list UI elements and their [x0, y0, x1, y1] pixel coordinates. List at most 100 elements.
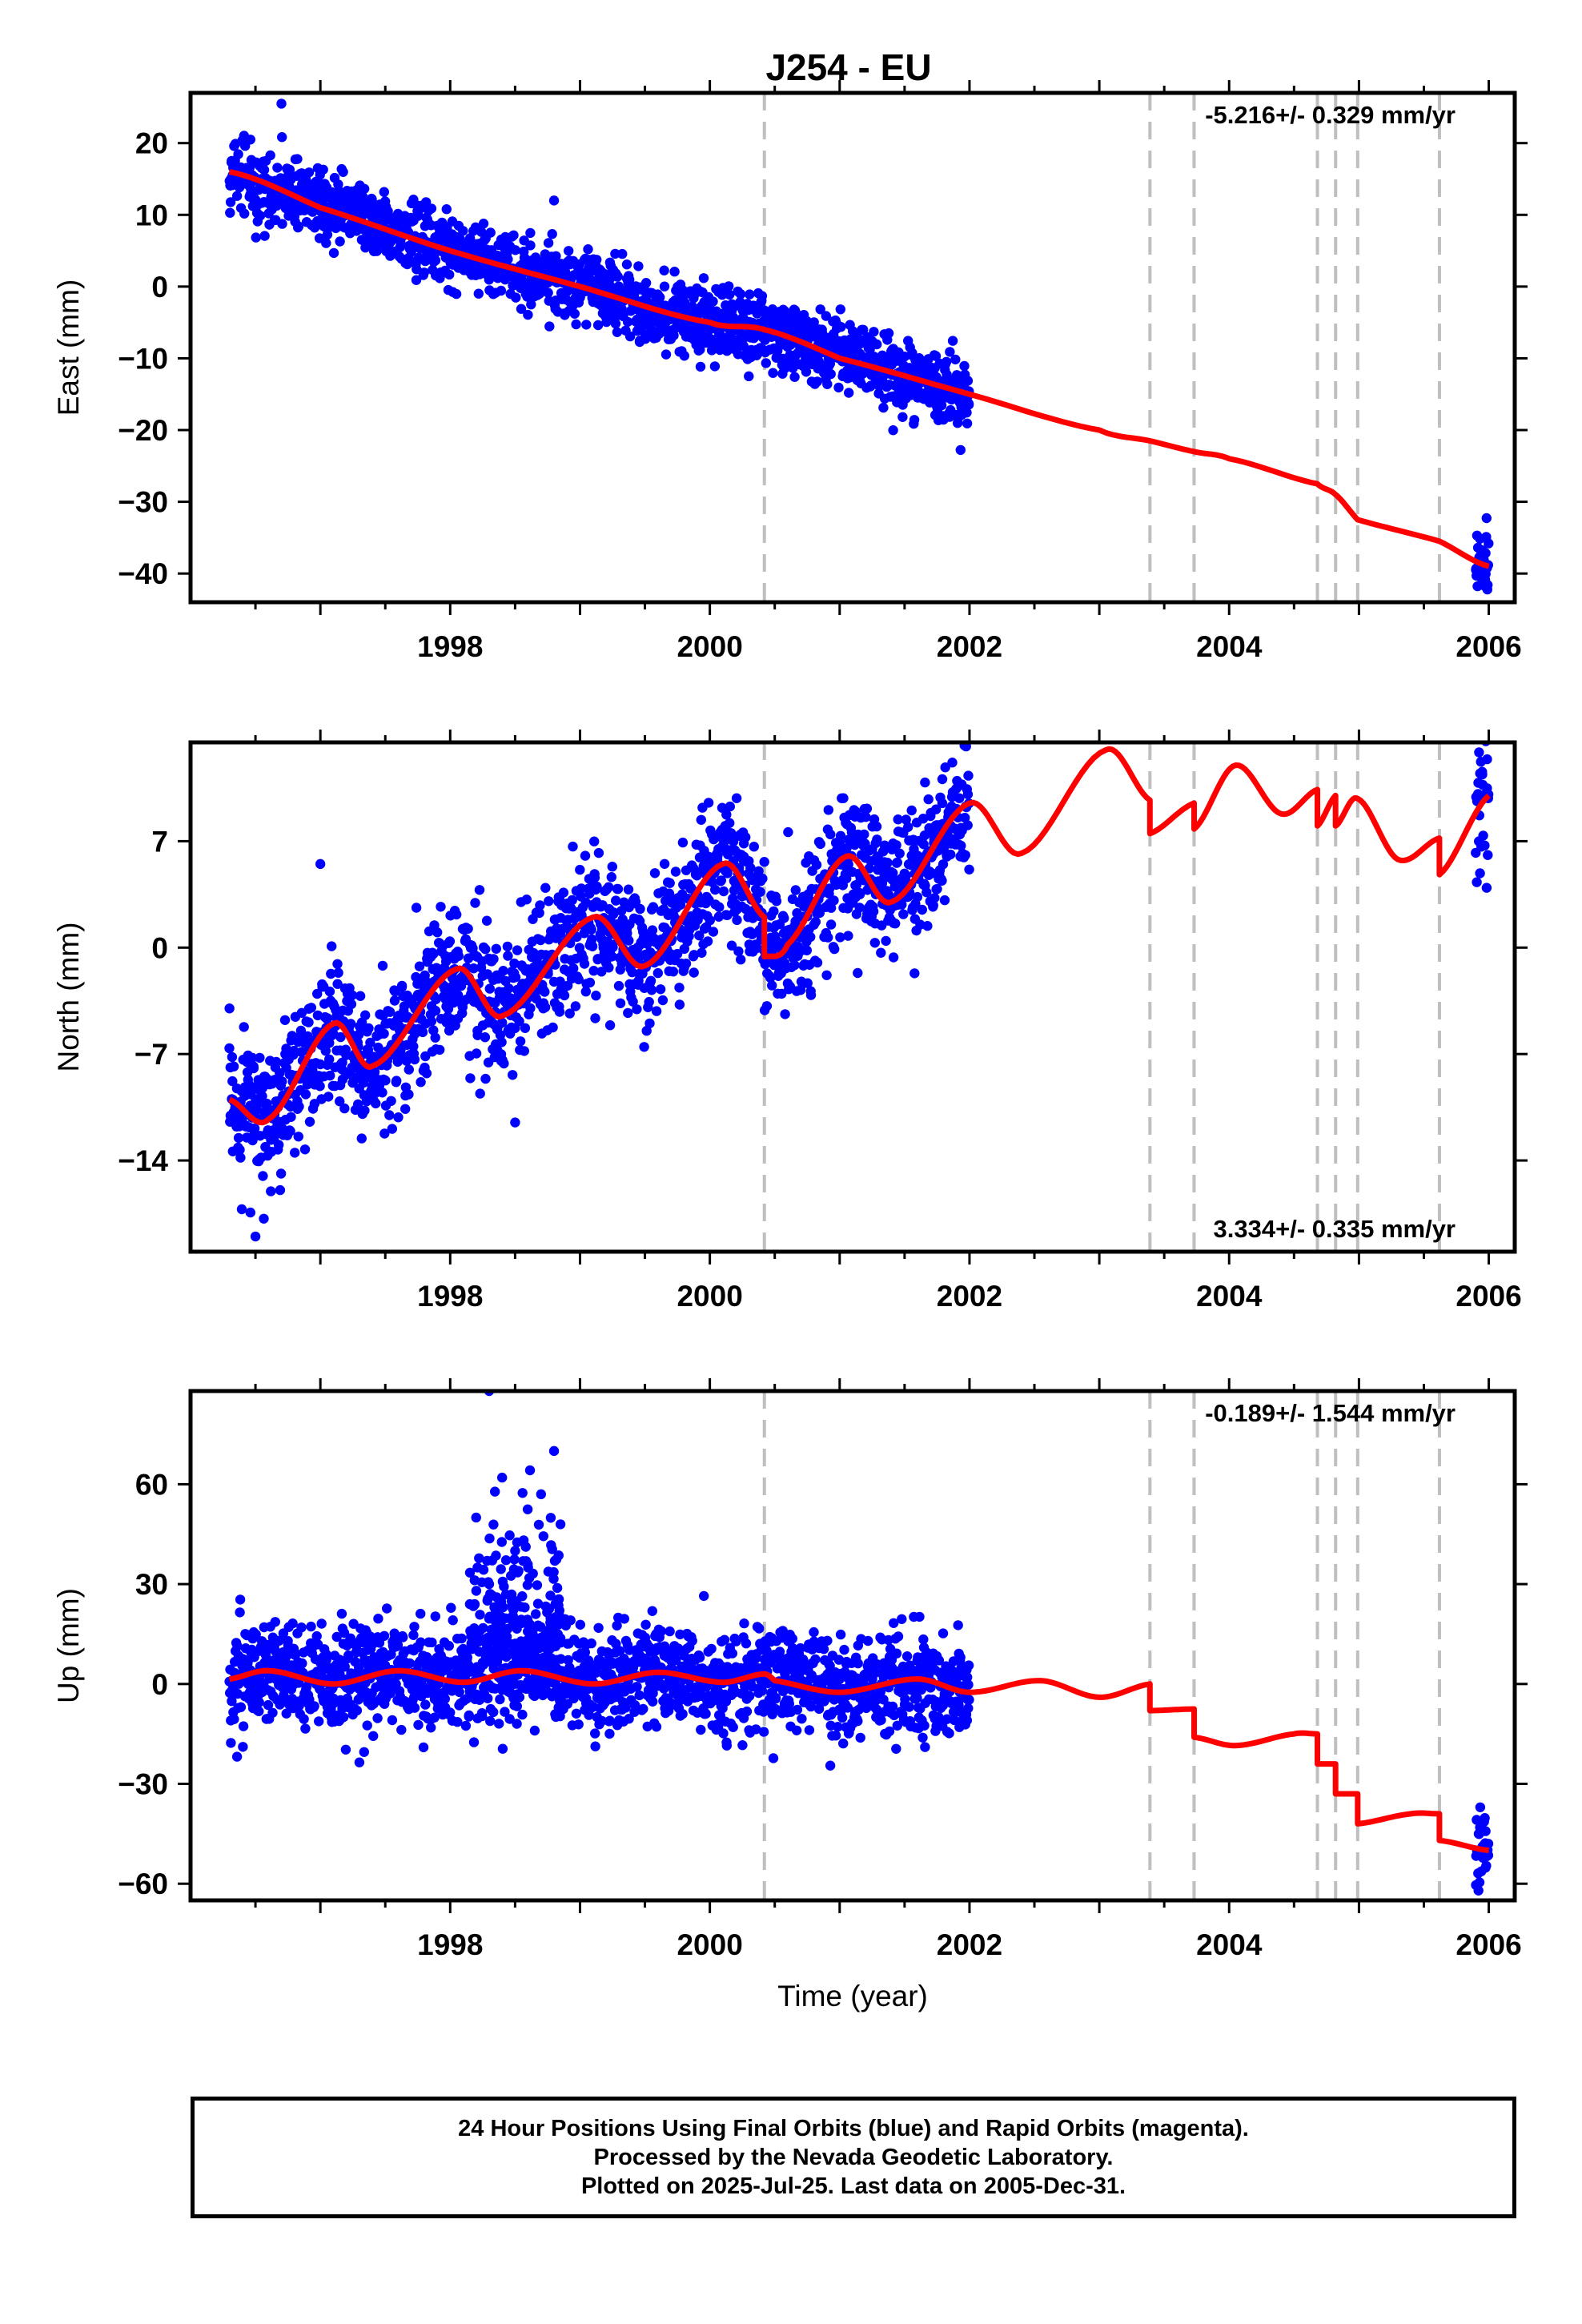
data-point [644, 996, 654, 1007]
data-point [634, 1690, 644, 1701]
data-point [937, 798, 948, 809]
data-point [843, 859, 853, 870]
data-point [316, 1618, 327, 1629]
data-point [912, 891, 923, 903]
data-point [815, 838, 825, 850]
data-point [1482, 754, 1492, 765]
data-point [922, 921, 933, 931]
data-point [318, 164, 328, 175]
data-point [428, 948, 439, 959]
data-point [611, 895, 621, 906]
data-point [865, 380, 877, 391]
data-point [802, 978, 813, 988]
data-point [238, 1742, 248, 1752]
data-point [619, 1614, 629, 1624]
data-point [777, 988, 787, 999]
data-point [496, 285, 507, 296]
data-point [338, 1712, 349, 1723]
data-point [431, 994, 441, 1004]
y-tick-label: 7 [151, 825, 168, 858]
data-point [571, 1708, 582, 1719]
data-point [731, 793, 742, 803]
data-point [714, 902, 725, 912]
data-point [728, 1722, 738, 1732]
data-point [387, 1715, 398, 1726]
data-point [379, 187, 389, 197]
data-point [624, 935, 634, 946]
data-point [233, 149, 243, 159]
data-point [655, 292, 665, 303]
plot-area [224, 93, 1494, 602]
data-point [1472, 877, 1482, 887]
data-point [503, 951, 513, 961]
data-point [918, 839, 929, 850]
data-point [633, 261, 644, 271]
data-point [231, 191, 243, 201]
x-tick-label: 2006 [1456, 1280, 1521, 1313]
data-point [657, 995, 669, 1006]
data-point [326, 968, 336, 979]
data-point [248, 1063, 259, 1074]
data-point [480, 1073, 491, 1084]
data-point [771, 896, 782, 907]
data-point [699, 1590, 709, 1602]
data-point [544, 896, 554, 907]
data-point [665, 878, 675, 888]
data-point [504, 1714, 515, 1724]
data-point [484, 983, 495, 994]
data-point [589, 836, 600, 846]
y-tick-label: 10 [135, 199, 168, 231]
data-point [838, 793, 849, 803]
data-point [559, 990, 570, 1001]
data-point [430, 1005, 441, 1016]
data-point-outlier [250, 1231, 261, 1242]
data-point [642, 939, 652, 950]
data-point [540, 1002, 551, 1012]
data-point [950, 354, 961, 365]
data-point [515, 1036, 526, 1047]
data-point [356, 1133, 367, 1144]
figure-title: J254 - EU [765, 46, 931, 88]
data-point [1478, 830, 1488, 841]
data-point [576, 883, 587, 894]
data-point [259, 1213, 269, 1224]
data-point [384, 1110, 395, 1120]
data-point [327, 941, 337, 951]
data-point [835, 830, 846, 842]
data-point [789, 959, 800, 971]
data-point [247, 1644, 257, 1655]
data-point [363, 1023, 374, 1034]
data-point [379, 1630, 390, 1641]
data-point [400, 1104, 411, 1115]
data-point [332, 959, 343, 970]
data-point [580, 987, 591, 997]
data-point [417, 1027, 428, 1038]
data-point [488, 954, 499, 964]
data-point [726, 940, 737, 951]
data-point [822, 379, 833, 389]
x-tick-label: 1998 [417, 630, 483, 663]
data-point [551, 251, 561, 261]
data-point [452, 1717, 463, 1727]
data-point [508, 1070, 518, 1080]
y-tick-label: −20 [118, 414, 168, 447]
data-point [335, 1096, 345, 1107]
data-point [444, 269, 455, 280]
data-point [233, 1132, 244, 1144]
data-point [277, 219, 287, 229]
data-point [843, 931, 853, 941]
data-point [805, 931, 816, 943]
data-point [567, 895, 577, 906]
data-point [661, 349, 672, 360]
data-point [306, 1003, 316, 1013]
data-point [460, 1720, 472, 1731]
data-point [359, 1747, 369, 1757]
data-point [673, 1643, 684, 1654]
data-point [563, 1655, 573, 1666]
data-point [677, 837, 689, 848]
data-point [554, 1007, 565, 1017]
data-point [841, 873, 852, 884]
data-point [759, 857, 769, 867]
data-point [901, 814, 911, 825]
data-point [564, 246, 574, 256]
